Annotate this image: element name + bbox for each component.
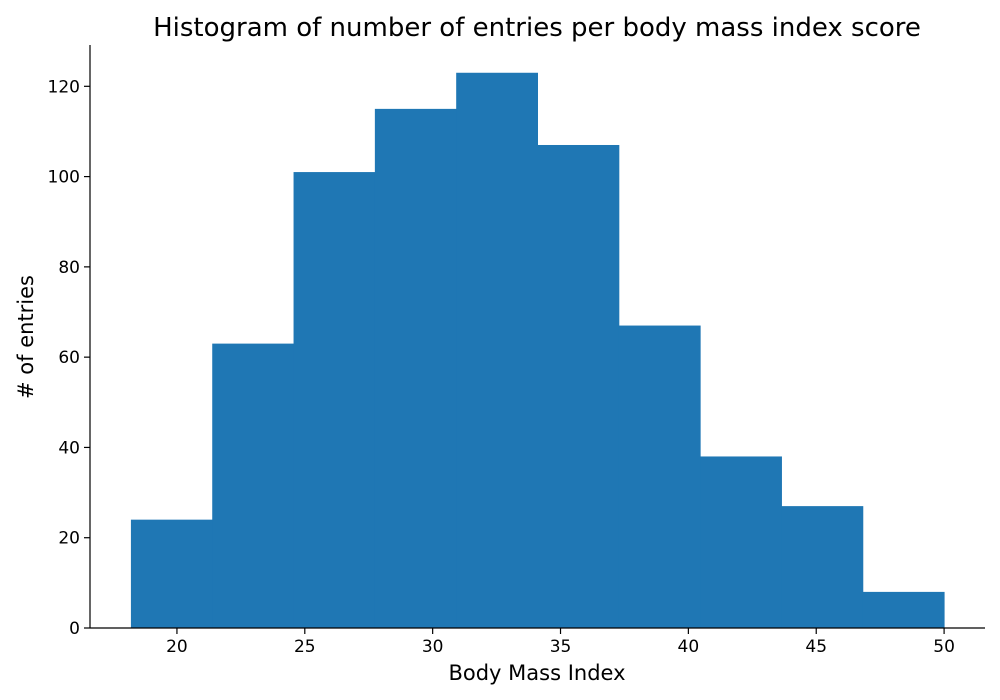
y-axis-label: # of entries — [14, 275, 38, 399]
y-tick-label: 20 — [58, 529, 80, 549]
x-tick-label: 40 — [678, 637, 700, 657]
chart-title: Histogram of number of entries per body … — [153, 13, 921, 43]
histogram-bar-3 — [293, 172, 376, 628]
y-tick-label: 40 — [58, 438, 80, 458]
histogram-bar-7 — [618, 325, 701, 628]
x-tick-label: 50 — [933, 637, 955, 657]
histogram-bar-5 — [456, 72, 538, 628]
histogram-bar-9 — [781, 506, 864, 628]
y-tick-label: 100 — [48, 168, 80, 188]
x-tick-label: 25 — [294, 637, 316, 657]
x-tick-label: 30 — [422, 637, 444, 657]
x-ticks-group: 20 25 30 35 40 45 50 — [166, 628, 955, 657]
histogram-bar-4 — [374, 108, 457, 629]
y-tick-label: 120 — [48, 77, 80, 97]
x-tick-label: 45 — [805, 637, 827, 657]
histogram-bar-10 — [862, 591, 945, 628]
y-ticks-group: 0 20 40 60 80 100 120 — [48, 77, 90, 639]
y-tick-label: 60 — [58, 348, 80, 368]
histogram-bar-6 — [537, 144, 620, 629]
y-tick-label: 0 — [69, 619, 80, 639]
y-tick-label: 80 — [58, 258, 80, 278]
x-tick-label: 35 — [550, 637, 572, 657]
x-axis-label: Body Mass Index — [448, 661, 625, 685]
x-tick-label: 20 — [166, 637, 188, 657]
histogram-bar-1 — [130, 519, 213, 628]
bars-group — [130, 72, 945, 629]
histogram-bar-2 — [212, 343, 295, 628]
histogram-bar-8 — [700, 456, 782, 628]
